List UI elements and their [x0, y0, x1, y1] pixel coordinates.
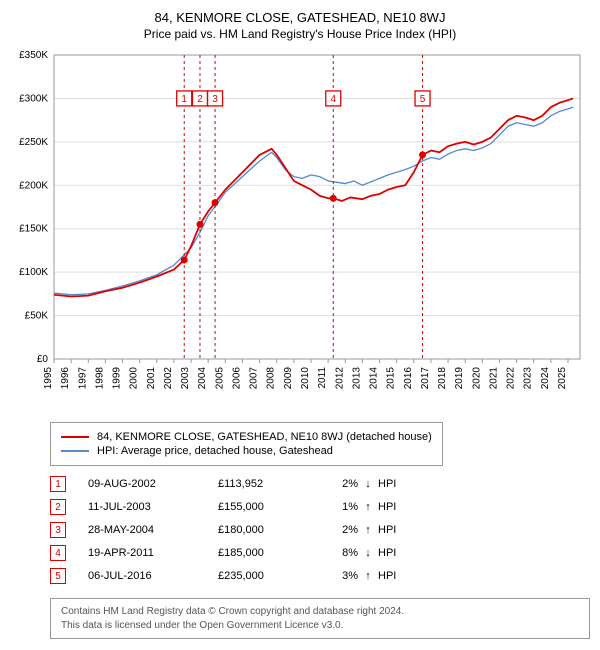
transaction-date: 09-AUG-2002	[88, 478, 218, 490]
footer-line2: This data is licensed under the Open Gov…	[61, 619, 579, 633]
svg-text:2015: 2015	[386, 367, 397, 390]
transaction-number-box: 5	[50, 568, 66, 584]
svg-text:2003: 2003	[180, 367, 191, 390]
svg-text:2011: 2011	[317, 367, 328, 389]
svg-text:1997: 1997	[77, 367, 88, 390]
svg-text:1995: 1995	[43, 367, 54, 390]
chart-container: 84, KENMORE CLOSE, GATESHEAD, NE10 8WJ P…	[0, 0, 600, 649]
svg-text:2006: 2006	[231, 367, 242, 390]
svg-text:2018: 2018	[437, 367, 448, 390]
legend-label: 84, KENMORE CLOSE, GATESHEAD, NE10 8WJ (…	[97, 431, 432, 443]
arrow-icon: ↑	[358, 524, 378, 536]
legend-item: HPI: Average price, detached house, Gate…	[61, 445, 432, 457]
svg-text:4: 4	[330, 94, 336, 105]
transaction-hpi-label: HPI	[378, 524, 408, 536]
transaction-pct: 1%	[318, 501, 358, 513]
svg-text:2017: 2017	[420, 367, 431, 390]
svg-text:2021: 2021	[488, 367, 499, 390]
svg-text:2014: 2014	[369, 367, 380, 390]
footer-attribution: Contains HM Land Registry data © Crown c…	[50, 598, 590, 639]
arrow-icon: ↓	[358, 478, 378, 490]
transaction-row: 3 28-MAY-2004£180,0002%↑HPI	[50, 522, 590, 538]
svg-text:2002: 2002	[163, 367, 174, 390]
transaction-hpi-label: HPI	[378, 478, 408, 490]
svg-text:£350K: £350K	[19, 50, 48, 61]
legend-swatch	[61, 436, 89, 438]
svg-text:1: 1	[181, 94, 187, 105]
line-chart-svg: £0 £50K £100K £150K £200K £250K £300K £350K 1995…	[10, 49, 590, 409]
svg-text:2009: 2009	[283, 367, 294, 390]
transaction-price: £180,000	[218, 524, 318, 536]
transaction-pct: 3%	[318, 570, 358, 582]
transaction-pct: 2%	[318, 478, 358, 490]
transaction-row: 4 19-APR-2011£185,0008%↓HPI	[50, 545, 590, 561]
title-address: 84, KENMORE CLOSE, GATESHEAD, NE10 8WJ	[10, 10, 590, 25]
svg-text:2024: 2024	[540, 367, 551, 390]
arrow-icon: ↓	[358, 547, 378, 559]
svg-text:£100K: £100K	[19, 267, 48, 278]
transaction-number-box: 4	[50, 545, 66, 561]
legend-label: HPI: Average price, detached house, Gate…	[97, 445, 333, 457]
transaction-row: 5 06-JUL-2016£235,0003%↑HPI	[50, 568, 590, 584]
transaction-price: £113,952	[218, 478, 318, 490]
footer-line1: Contains HM Land Registry data © Crown c…	[61, 605, 579, 619]
transaction-hpi-label: HPI	[378, 547, 408, 559]
svg-text:1999: 1999	[112, 367, 123, 390]
transaction-price: £155,000	[218, 501, 318, 513]
transaction-date: 28-MAY-2004	[88, 524, 218, 536]
svg-text:2005: 2005	[214, 367, 225, 390]
transaction-number-box: 1	[50, 476, 66, 492]
transaction-pct: 8%	[318, 547, 358, 559]
transaction-date: 11-JUL-2003	[88, 501, 218, 513]
svg-text:2012: 2012	[334, 367, 345, 390]
svg-text:£250K: £250K	[19, 137, 48, 148]
transaction-price: £185,000	[218, 547, 318, 559]
svg-text:2013: 2013	[351, 367, 362, 390]
svg-text:2010: 2010	[300, 367, 311, 390]
svg-text:2019: 2019	[454, 367, 465, 390]
svg-text:2007: 2007	[249, 367, 260, 390]
transaction-price: £235,000	[218, 570, 318, 582]
svg-text:£300K: £300K	[19, 93, 48, 104]
transaction-hpi-label: HPI	[378, 501, 408, 513]
transaction-hpi-label: HPI	[378, 570, 408, 582]
svg-text:2022: 2022	[506, 367, 517, 390]
arrow-icon: ↑	[358, 570, 378, 582]
svg-text:2004: 2004	[197, 367, 208, 390]
svg-text:2020: 2020	[471, 367, 482, 390]
svg-text:2000: 2000	[129, 367, 140, 390]
svg-text:1998: 1998	[94, 367, 105, 390]
transaction-pct: 2%	[318, 524, 358, 536]
svg-text:2025: 2025	[557, 367, 568, 390]
svg-text:£50K: £50K	[25, 311, 49, 322]
legend-item: 84, KENMORE CLOSE, GATESHEAD, NE10 8WJ (…	[61, 431, 432, 443]
transaction-row: 1 09-AUG-2002£113,9522%↓HPI	[50, 476, 590, 492]
svg-text:£150K: £150K	[19, 224, 48, 235]
svg-text:£200K: £200K	[19, 180, 48, 191]
transactions-table: 109-AUG-2002£113,9522%↓HPI211-JUL-2003£1…	[50, 476, 590, 584]
svg-text:2023: 2023	[523, 367, 534, 390]
title-subtitle: Price paid vs. HM Land Registry's House …	[10, 27, 590, 41]
svg-text:1996: 1996	[60, 367, 71, 390]
arrow-icon: ↑	[358, 501, 378, 513]
legend-box: 84, KENMORE CLOSE, GATESHEAD, NE10 8WJ (…	[50, 422, 443, 466]
svg-text:5: 5	[420, 94, 426, 105]
transaction-number-box: 2	[50, 499, 66, 515]
svg-text:2016: 2016	[403, 367, 414, 390]
transaction-row: 2 11-JUL-2003£155,0001%↑HPI	[50, 499, 590, 515]
legend-swatch	[61, 450, 89, 451]
transaction-date: 06-JUL-2016	[88, 570, 218, 582]
svg-text:2: 2	[197, 94, 203, 105]
chart-area: £0 £50K £100K £150K £200K £250K £300K £350K 1995…	[10, 49, 590, 414]
transaction-date: 19-APR-2011	[88, 547, 218, 559]
svg-text:2001: 2001	[146, 367, 157, 390]
svg-text:2008: 2008	[266, 367, 277, 390]
transaction-number-box: 3	[50, 522, 66, 538]
svg-text:3: 3	[212, 94, 218, 105]
svg-text:£0: £0	[37, 354, 49, 365]
